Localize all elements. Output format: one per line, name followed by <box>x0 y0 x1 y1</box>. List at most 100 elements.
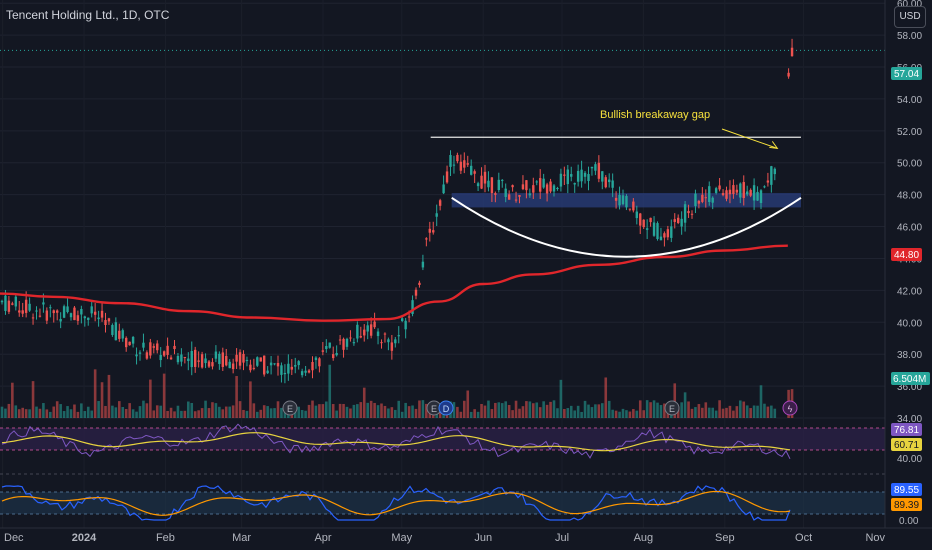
earnings-icon[interactable]: E <box>282 400 298 416</box>
candle-body <box>604 177 607 188</box>
volume-bar <box>114 407 118 418</box>
candle-body <box>259 357 262 362</box>
candle-body <box>708 186 711 203</box>
candlesticks <box>0 38 794 384</box>
candle-body <box>187 358 190 361</box>
volume-bar <box>545 404 549 418</box>
candle-body <box>380 342 383 344</box>
volume-bar <box>331 404 335 418</box>
volume-bar <box>318 404 321 418</box>
price-tick-label: 38.00 <box>897 350 922 361</box>
volume-bar <box>721 408 725 418</box>
volume-bar <box>739 400 742 418</box>
candle-body <box>131 336 135 344</box>
candle-body <box>639 213 642 226</box>
candle-body <box>556 188 559 190</box>
candle-body <box>21 310 24 314</box>
volume-badge: 6.504M <box>893 374 926 385</box>
candle-body <box>697 200 701 204</box>
candle-body <box>487 180 490 188</box>
earnings-icon[interactable]: E <box>426 400 442 416</box>
volume-bar <box>124 408 128 418</box>
volume-bar <box>456 406 459 418</box>
earnings-icon[interactable]: E <box>664 400 680 416</box>
candle-body <box>125 337 128 348</box>
candle-body <box>207 361 211 367</box>
volume-bar <box>104 405 107 418</box>
volume-bar <box>76 411 80 418</box>
candle-body <box>242 353 245 363</box>
candle-body <box>366 325 369 332</box>
candle-body <box>142 342 145 348</box>
candle-body <box>432 230 435 233</box>
candle-body <box>273 363 276 365</box>
candle-body <box>539 178 542 192</box>
volume-bar <box>573 410 576 418</box>
volume-bar <box>21 407 24 418</box>
candle-body <box>225 355 228 366</box>
volume-bar <box>504 401 507 418</box>
candle-body <box>342 338 345 350</box>
volume-bar <box>269 408 273 418</box>
volume-bar <box>476 411 480 418</box>
volume-bar <box>342 403 345 418</box>
candle-body <box>573 183 576 185</box>
volume-bar <box>338 403 342 418</box>
candle-body <box>304 370 307 373</box>
candle-body <box>245 359 249 361</box>
volume-bar <box>452 402 456 418</box>
candle-body <box>211 362 214 367</box>
candle-body <box>73 307 76 321</box>
time-axis[interactable]: Dec 2024 Feb Mar Apr May Jun Jul Aug Sep Oct Nov <box>4 532 885 544</box>
volume-bar <box>259 409 263 418</box>
svg-text:ϟ: ϟ <box>788 404 793 414</box>
candle-body <box>145 352 149 359</box>
candle-body <box>269 362 273 366</box>
volume-bar <box>400 411 404 418</box>
candle-body <box>83 316 86 319</box>
earnings-icons[interactable]: E E D E ϟ <box>282 400 798 416</box>
volume-bar <box>149 379 152 418</box>
volume-bar <box>118 401 121 418</box>
price-tick-label: 36.00 <box>897 382 922 393</box>
chart-title: Tencent Holding Ltd., 1D, OTC <box>6 8 170 22</box>
candle-body <box>173 345 176 350</box>
currency-button[interactable]: USD <box>894 6 926 28</box>
volume-bar <box>369 400 373 418</box>
candle-body <box>528 193 532 196</box>
candle-body <box>594 164 597 171</box>
candle-body <box>580 169 583 182</box>
dividend-icon[interactable]: D <box>438 400 454 416</box>
candle-body <box>66 306 69 313</box>
candle-body <box>566 169 569 185</box>
price-tick-label: 58.00 <box>897 31 922 42</box>
candle-body <box>24 299 28 313</box>
price-axis[interactable]: 60.0058.0056.0054.0052.0050.0048.0046.00… <box>897 0 922 425</box>
volume-bar <box>728 405 732 418</box>
volume-bar <box>42 403 45 418</box>
candle-body <box>194 349 197 367</box>
candle-body <box>728 189 732 195</box>
volume-bar <box>276 401 280 418</box>
price-tick-label: 54.00 <box>897 95 922 106</box>
candle-body <box>677 217 680 224</box>
volume-bar <box>311 400 314 418</box>
candle-body <box>770 166 773 185</box>
stoch-k-badge: 89.55 <box>894 485 919 496</box>
candle-body <box>635 211 638 219</box>
volume-bar <box>280 407 283 418</box>
candle-body <box>690 213 694 215</box>
lightning-icon[interactable]: ϟ <box>782 400 798 416</box>
candle-body <box>597 162 601 179</box>
volume-bar <box>521 406 525 418</box>
volume-bar <box>197 410 200 418</box>
volume-bar <box>563 409 566 418</box>
candle-body <box>390 342 394 351</box>
volume-bar <box>638 400 642 418</box>
volume-bar <box>314 405 318 418</box>
price-tick-label: 60.00 <box>897 0 922 10</box>
volume-bar <box>569 405 573 418</box>
volume-bar <box>687 401 690 418</box>
volume-bar <box>656 402 659 418</box>
